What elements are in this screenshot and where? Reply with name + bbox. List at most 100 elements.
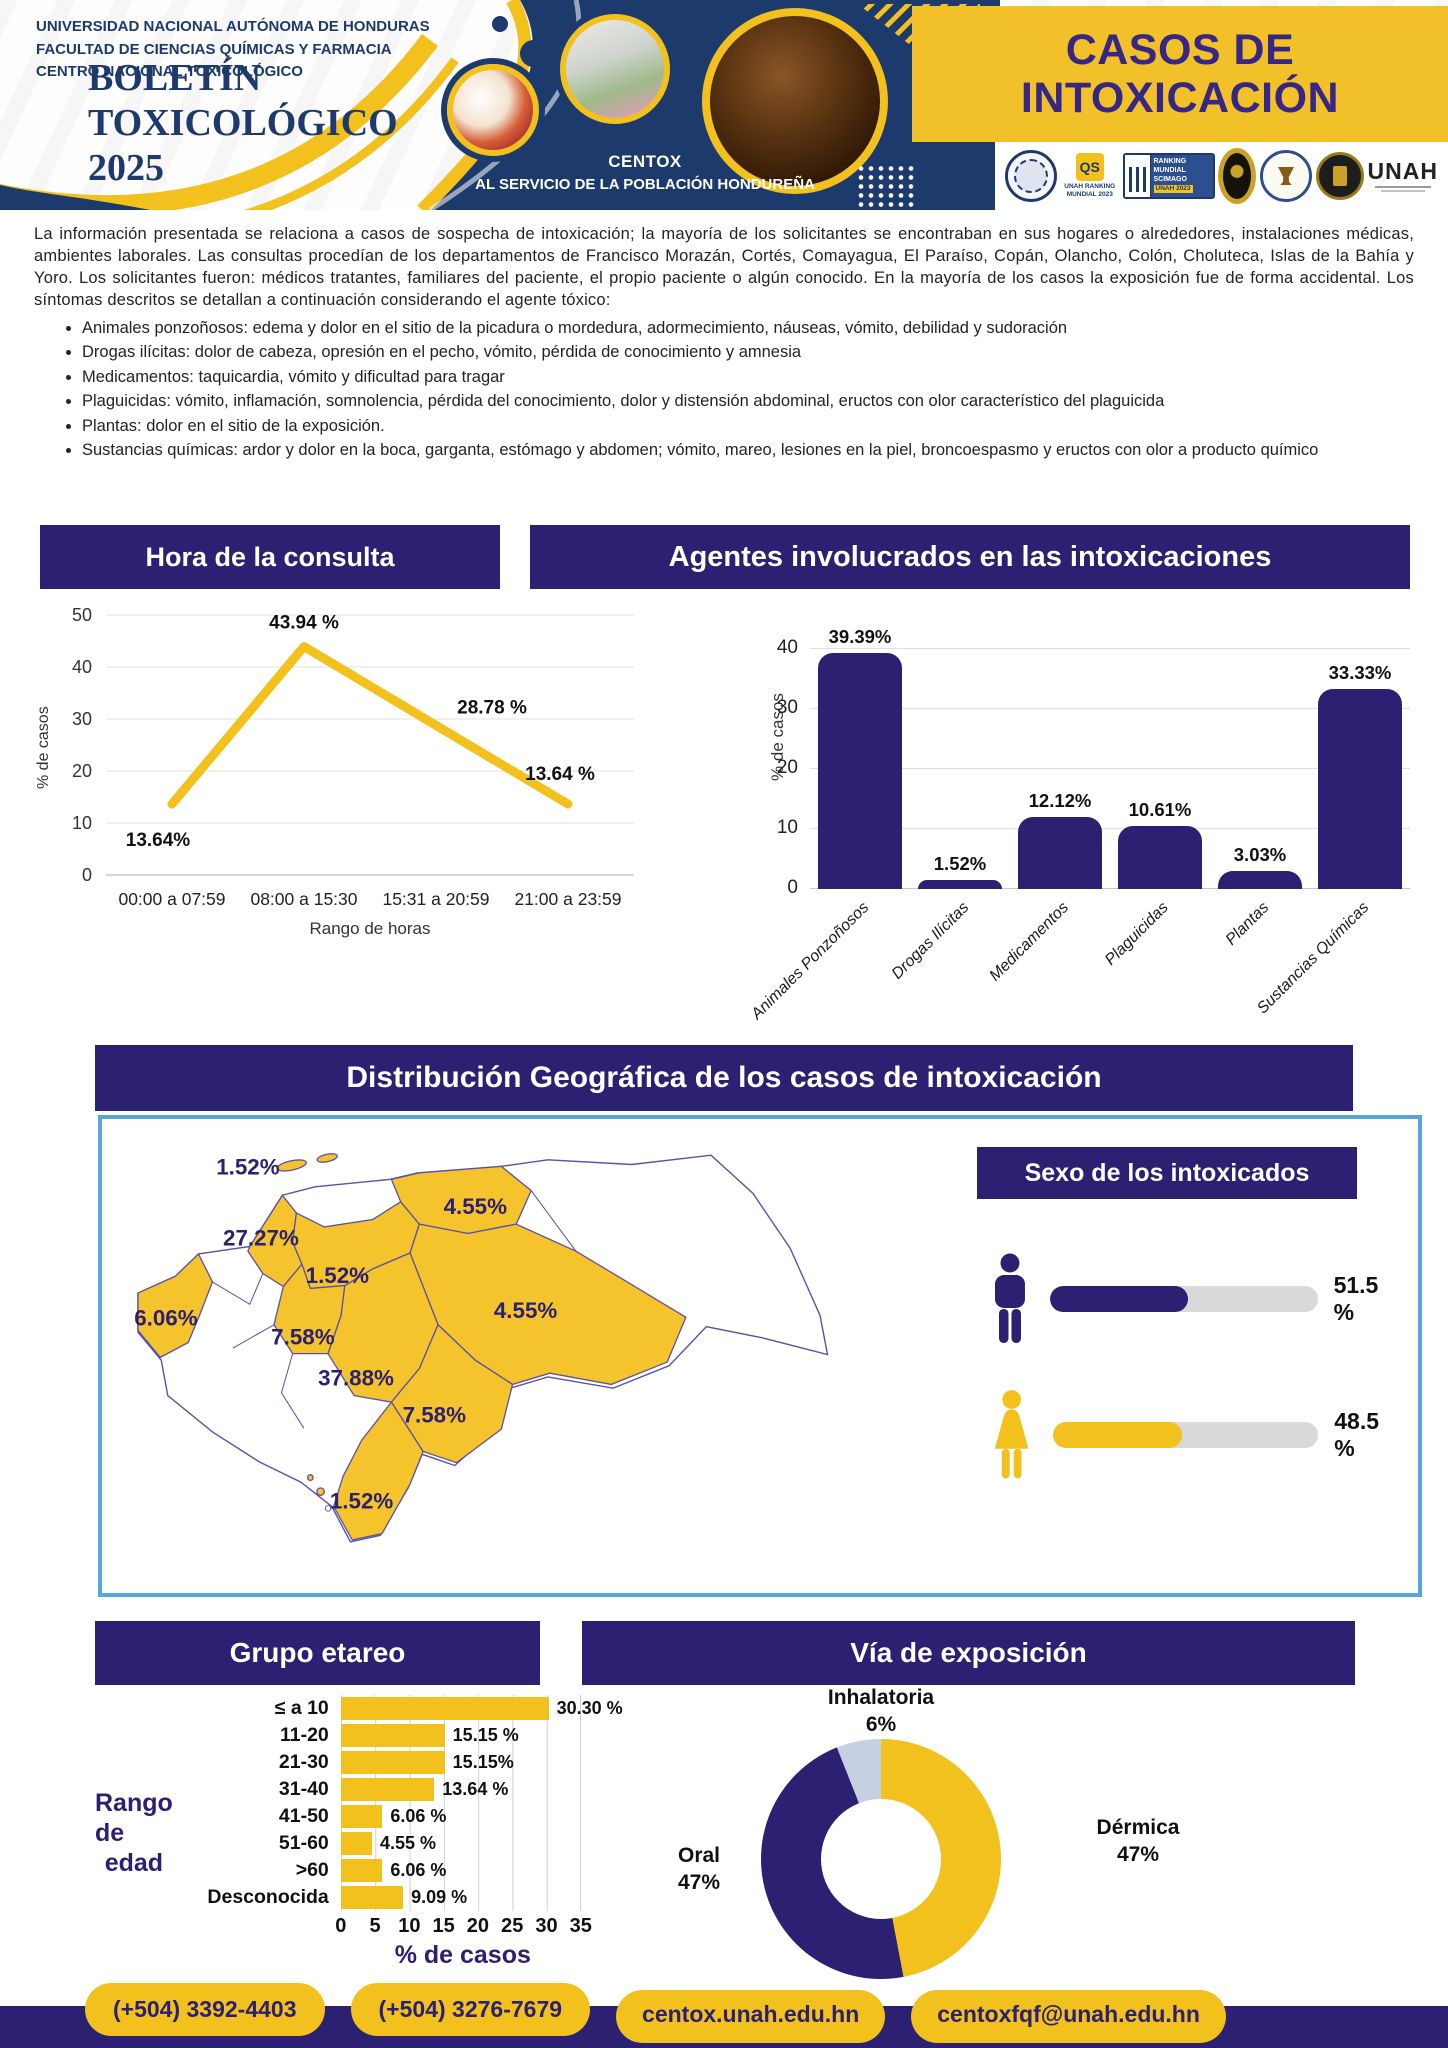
header: UNIVERSIDAD NACIONAL AUTÓNOMA DE HONDURA… bbox=[0, 0, 1448, 210]
map-percentage-labels: 1.52% 27.27% 1.52% 4.55% 6.06% 7.58% 37.… bbox=[134, 1155, 557, 1514]
x-axis-ticks: 0 5 10 15 20 25 30 35 bbox=[335, 1915, 592, 1938]
svg-text:10: 10 bbox=[72, 813, 92, 833]
svg-text:20: 20 bbox=[72, 761, 92, 781]
dark-emblem-logo bbox=[1315, 152, 1364, 200]
female-row: 48.5 % bbox=[932, 1389, 1402, 1481]
bar-column: 39.39% Animales Ponzoñosos bbox=[748, 626, 902, 1023]
bar bbox=[1118, 825, 1202, 890]
age-bar-row: >60 6.06 % bbox=[173, 1857, 603, 1885]
bar-column: 10.61% Plaguicidas bbox=[1102, 799, 1202, 969]
bar-value: 6.06 % bbox=[390, 1806, 447, 1827]
bar bbox=[1218, 871, 1302, 890]
org-line: FACULTAD DE CIENCIAS QUÍMICAS Y FARMACIA bbox=[36, 40, 392, 58]
scimago-ranking-logo: RANKING MUNDIAL SCIMAGO UNAH 2023 bbox=[1122, 153, 1215, 199]
centox-subtitle: AL SERVICIO DE LA POBLACIÓN HONDUREÑA bbox=[475, 176, 815, 193]
bar-category: Plaguicidas bbox=[1102, 899, 1173, 970]
phone-pill[interactable]: (+504) 3276-7679 bbox=[350, 1983, 591, 2036]
bullet-item: Animales ponzoñosos: edema y dolor en el… bbox=[82, 318, 1414, 339]
svg-text:1.52%: 1.52% bbox=[306, 1263, 370, 1288]
honduras-map: 1.52% 27.27% 1.52% 4.55% 6.06% 7.58% 37.… bbox=[102, 1119, 932, 1593]
female-percentage: 48.5 % bbox=[1334, 1408, 1380, 1462]
age-category: >60 bbox=[295, 1859, 329, 1882]
bar bbox=[340, 1886, 404, 1910]
centox-tagline: CENTOX AL SERVICIO DE LA POBLACIÓN HONDU… bbox=[450, 152, 840, 193]
university-name-block: UNIVERSIDAD NACIONAL AUTÓNOMA DE HONDURA… bbox=[36, 16, 430, 84]
unah-seal-logo bbox=[1005, 150, 1057, 202]
age-axis-label: Rango de edad bbox=[95, 1788, 173, 1877]
department-shape bbox=[332, 1401, 424, 1542]
bar-value: 39.39% bbox=[828, 626, 892, 648]
island-shape bbox=[316, 1487, 325, 1497]
bar-category: Sustancias Químicas bbox=[1253, 899, 1373, 1018]
grupo-etareo-chart: Rango de edad ≤ a 10 30.30 % 11-20 15.15… bbox=[95, 1685, 623, 1985]
svg-text:00:00 a 07:59: 00:00 a 07:59 bbox=[118, 889, 225, 909]
age-bar-row: 51-60 4.55 % bbox=[173, 1830, 603, 1858]
svg-text:28.78 %: 28.78 % bbox=[457, 698, 527, 719]
unah-wordmark-logo: UNAH bbox=[1368, 160, 1438, 192]
phone-pill[interactable]: (+504) 3392-4403 bbox=[85, 1983, 325, 2036]
bar-category: Medicamentos bbox=[986, 899, 1073, 985]
gridline bbox=[810, 708, 1410, 710]
bar-column: 3.03% Plantas bbox=[1218, 844, 1302, 949]
gridline bbox=[810, 648, 1410, 650]
website-pill[interactable]: centox.unah.edu.hn bbox=[616, 1990, 886, 2043]
female-progress-fill bbox=[1053, 1422, 1182, 1449]
svg-text:15:31 a 20:59: 15:31 a 20:59 bbox=[382, 889, 489, 909]
bar bbox=[1318, 689, 1402, 890]
pills-photo-circle bbox=[447, 64, 539, 156]
contact-row: (+504) 3392-4403 (+504) 3276-7679 centox… bbox=[85, 1983, 1226, 2043]
age-bar-row: 21-30 15.15% bbox=[173, 1749, 603, 1777]
org-line: CENTRO NACIONAL TOXICOLÓGICO bbox=[36, 63, 303, 80]
main-title-banner: CASOS DE INTOXICACIÓN bbox=[912, 6, 1448, 142]
qs-ranking-logo: QS UNAH RANKING MUNDIAL 2023 bbox=[1061, 152, 1119, 200]
scimago-text: RANKING MUNDIAL SCIMAGO bbox=[1153, 158, 1187, 183]
gridline bbox=[810, 768, 1410, 770]
highlighted-departments bbox=[137, 1153, 687, 1542]
pharmacy-photo-circle bbox=[560, 14, 670, 124]
bar-column: 12.12% Medicamentos bbox=[986, 790, 1102, 985]
scimago-building-icon bbox=[1124, 155, 1151, 197]
bar-column: 33.33% Sustancias Químicas bbox=[1254, 662, 1402, 1018]
section-title-agentes: Agentes involucrados en las intoxicacion… bbox=[530, 525, 1410, 590]
age-bar-row: ≤ a 10 30.30 % bbox=[173, 1695, 623, 1723]
svg-text:30: 30 bbox=[72, 709, 92, 729]
y-tick: 40 bbox=[776, 637, 798, 659]
y-axis-label: % de casos bbox=[35, 707, 52, 790]
male-progress-track bbox=[1049, 1286, 1318, 1313]
svg-text:27.27%: 27.27% bbox=[223, 1226, 299, 1251]
y-tick: 20 bbox=[776, 757, 798, 779]
y-tick: 0 bbox=[787, 877, 798, 899]
svg-text:1.52%: 1.52% bbox=[330, 1489, 394, 1514]
svg-text:4.55%: 4.55% bbox=[444, 1194, 508, 1219]
y-axis-ticks: 0 10 20 30 40 50 bbox=[72, 605, 92, 885]
bullet-item: Plantas: dolor en el sitio de la exposic… bbox=[82, 416, 1414, 437]
svg-text:13.64%: 13.64% bbox=[126, 830, 191, 851]
bar bbox=[340, 1697, 549, 1721]
x-axis-label: % de casos bbox=[394, 1941, 531, 1970]
bar bbox=[918, 880, 1002, 890]
slice-label-dermica: Dérmica 47% bbox=[1096, 1816, 1180, 1866]
via-exposicion-donut-chart: Inhalatoria 6% Dérmica 47% Oral 47% bbox=[631, 1685, 1371, 1985]
age-bar-row: 41-50 6.06 % bbox=[173, 1803, 603, 1831]
island-shape bbox=[306, 1474, 314, 1482]
bar bbox=[340, 1778, 435, 1802]
svg-text:7.58%: 7.58% bbox=[403, 1403, 467, 1428]
sexo-panel: Sexo de los intoxicados 51.5 % bbox=[932, 1119, 1402, 1593]
section-title-geo: Distribución Geográfica de los casos de … bbox=[95, 1045, 1353, 1112]
bar-value: 1.52% bbox=[933, 853, 987, 875]
qs-caption: UNAH RANKING MUNDIAL 2023 bbox=[1064, 182, 1116, 198]
scimago-badge: UNAH 2023 bbox=[1153, 185, 1193, 194]
bar bbox=[340, 1832, 372, 1856]
bullet-item: Drogas ilícitas: dolor de cabeza, opresi… bbox=[82, 342, 1414, 363]
donut bbox=[761, 1739, 1001, 1980]
bulletin-title: BOLETÍN TOXICOLÓGICO 2025 bbox=[88, 57, 398, 189]
bar-category: Animales Ponzoñosos bbox=[748, 899, 873, 1024]
unah-seal-inner bbox=[1014, 159, 1048, 193]
email-pill[interactable]: centoxfqf@unah.edu.hn bbox=[911, 1990, 1226, 2043]
x-axis-label: Rango de horas bbox=[310, 919, 431, 938]
svg-text:13.64 %: 13.64 % bbox=[525, 764, 595, 785]
bar-value: 33.33% bbox=[1328, 662, 1392, 684]
logos-strip: QS UNAH RANKING MUNDIAL 2023 RANKING MUN… bbox=[995, 142, 1448, 210]
male-percentage: 51.5 % bbox=[1333, 1272, 1379, 1326]
